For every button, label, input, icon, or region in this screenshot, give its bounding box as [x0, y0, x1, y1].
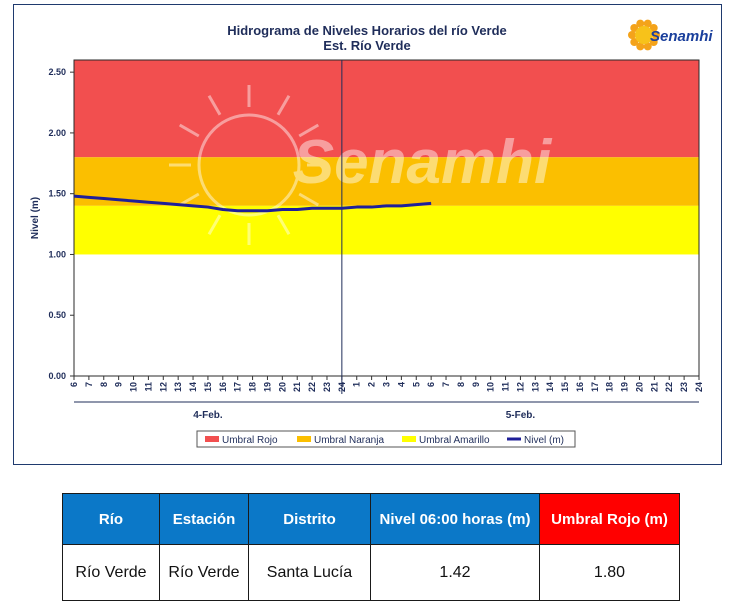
x-tick-label: 13 — [530, 382, 540, 392]
x-tick-label: 9 — [471, 382, 481, 387]
x-tick-label: 12 — [515, 382, 525, 392]
y-tick-label: 0.50 — [48, 310, 66, 320]
y-tick-label: 1.00 — [48, 249, 66, 259]
y-tick-label: 0.00 — [48, 371, 66, 381]
x-tick-label: 23 — [322, 382, 332, 392]
x-tick-label: 24 — [694, 382, 704, 392]
legend-box — [196, 430, 576, 448]
x-tick-label: 16 — [218, 382, 228, 392]
x-tick-label: 22 — [664, 382, 674, 392]
senamhi-watermark: Senamhi — [169, 85, 553, 245]
header-estacion: Estación — [159, 493, 249, 545]
x-tick-label: 11 — [501, 382, 511, 392]
band-umbral-naranja — [74, 157, 699, 206]
table-row: Río Verde Río Verde Santa Lucía 1.42 1.8… — [62, 544, 680, 601]
cell-distrito: Santa Lucía — [248, 544, 371, 601]
legend-label: Umbral Amarillo — [419, 435, 490, 446]
chart-title: Hidrograma de Niveles Horarios del río V… — [227, 23, 507, 38]
header-umbral-rojo: Umbral Rojo (m) — [539, 493, 680, 545]
logo-sun-ray — [630, 23, 639, 32]
header-distrito: Distrito — [248, 493, 371, 545]
cell-nivel: 1.42 — [370, 544, 540, 601]
band-umbral-rojo — [74, 60, 699, 158]
x-tick-label: 19 — [620, 382, 630, 392]
date-label-day2: 5-Feb. — [506, 410, 536, 421]
band-umbral-amarillo — [74, 205, 699, 255]
x-tick-label: 11 — [143, 382, 153, 392]
x-tick-label: 3 — [382, 382, 392, 387]
logo-sun-core — [635, 26, 653, 44]
logo-sun-ray — [636, 42, 645, 51]
hydrograph-chart: Hidrograma de Niveles Horarios del río V… — [30, 19, 713, 448]
x-tick-label: 10 — [486, 382, 496, 392]
x-tick-label: 23 — [679, 382, 689, 392]
x-tick-label: 12 — [158, 382, 168, 392]
legend-label: Umbral Naranja — [314, 435, 384, 446]
logo-sun-ray — [649, 23, 658, 32]
x-tick-label: 14 — [545, 382, 555, 392]
y-tick-label: 1.50 — [48, 189, 66, 199]
x-tick-label: 10 — [129, 382, 139, 392]
x-tick-label: 1 — [352, 382, 362, 387]
x-tick-label: 15 — [203, 382, 213, 392]
chart-frame: Hidrograma de Niveles Horarios del río V… — [13, 4, 722, 465]
x-tick-label: 17 — [590, 382, 600, 392]
x-tick-label: 5 — [411, 382, 421, 387]
y-tick-label: 2.50 — [48, 67, 66, 77]
legend-swatch — [205, 436, 219, 442]
x-tick-label: 16 — [575, 382, 585, 392]
level-table: Río Estación Distrito Nivel 06:00 horas … — [62, 493, 680, 601]
x-tick-label: 2 — [367, 382, 377, 387]
x-tick-label: 8 — [456, 382, 466, 387]
legend-swatch — [402, 436, 416, 442]
x-tick-label: 6 — [69, 382, 79, 387]
x-tick-label: 15 — [560, 382, 570, 392]
chart-subtitle: Est. Río Verde — [323, 38, 410, 53]
cell-umbral-rojo: 1.80 — [539, 544, 680, 601]
x-tick-label: 18 — [248, 382, 258, 392]
header-rio: Río — [62, 493, 160, 545]
x-tick-label: 8 — [99, 382, 109, 387]
legend-label: Umbral Rojo — [222, 435, 278, 446]
x-tick-label: 7 — [84, 382, 94, 387]
legend-swatch — [297, 436, 311, 442]
logo-sun-ray — [628, 31, 636, 39]
x-tick-label: 20 — [634, 382, 644, 392]
x-tick-label: 4 — [396, 382, 406, 387]
series-line-nivel — [73, 194, 432, 213]
x-tick-label: 21 — [292, 382, 302, 392]
logo-text: Senamhi — [650, 28, 713, 45]
cell-estacion: Río Verde — [159, 544, 249, 601]
cell-rio: Río Verde — [62, 544, 160, 601]
x-tick-label: 14 — [188, 382, 198, 392]
logo-sun-ray — [636, 19, 645, 28]
x-tick-label: 19 — [262, 382, 272, 392]
x-tick-label: 9 — [114, 382, 124, 387]
logo-sun-ray — [649, 38, 658, 47]
legend-label: Nivel (m) — [524, 435, 564, 446]
x-tick-label: 21 — [649, 382, 659, 392]
x-tick-label: 18 — [605, 382, 615, 392]
date-label-day1: 4-Feb. — [193, 410, 223, 421]
logo-sun-ray — [652, 31, 660, 39]
x-tick-label: 22 — [307, 382, 317, 392]
y-axis-label: Nivel (m) — [30, 197, 41, 239]
x-tick-label: 13 — [173, 382, 183, 392]
x-tick-label: 6 — [426, 382, 436, 387]
logo-sun-ray — [630, 38, 639, 47]
watermark-text: Senamhi — [293, 128, 553, 197]
x-tick-label: 7 — [441, 382, 451, 387]
logo-sun-ray — [643, 19, 652, 28]
y-tick-label: 2.00 — [48, 128, 66, 138]
x-tick-label: 17 — [233, 382, 243, 392]
x-tick-label: 20 — [277, 382, 287, 392]
logo-sun-ray — [643, 42, 652, 51]
table-header-row: Río Estación Distrito Nivel 06:00 horas … — [62, 493, 680, 545]
header-nivel: Nivel 06:00 horas (m) — [370, 493, 540, 545]
